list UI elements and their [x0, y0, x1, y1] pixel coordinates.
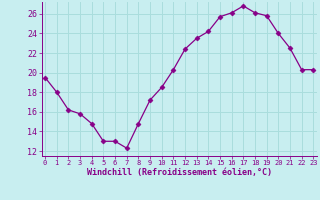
X-axis label: Windchill (Refroidissement éolien,°C): Windchill (Refroidissement éolien,°C) — [87, 168, 272, 177]
